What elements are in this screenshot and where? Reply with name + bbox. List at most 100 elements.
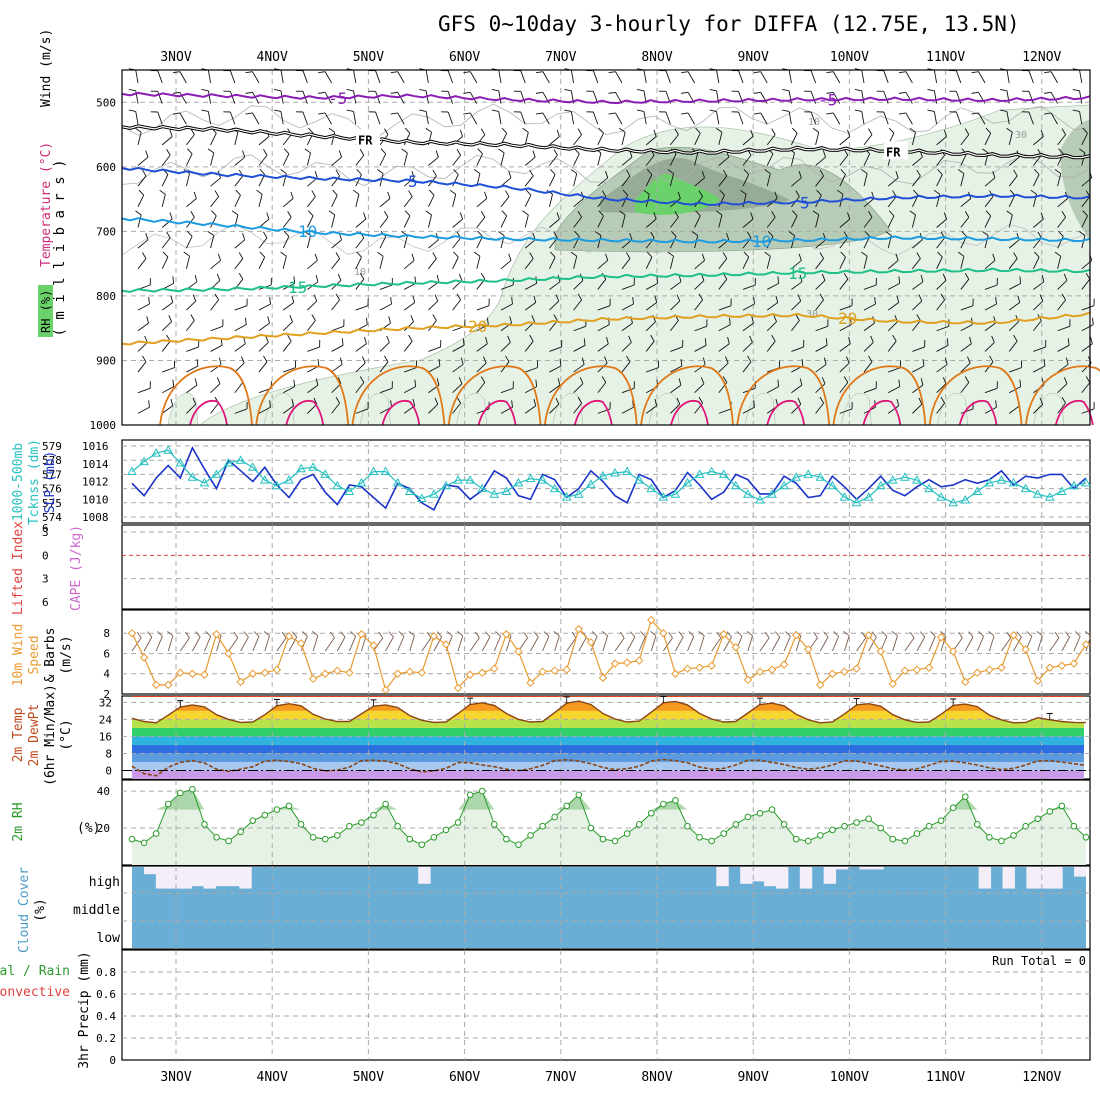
wind10-barb [204,636,212,652]
rh2-point [1082,833,1090,841]
thickness-point [211,469,222,478]
wind10-point [1033,676,1042,686]
wind-barb [597,132,604,146]
wind10-point [731,643,741,652]
wind-barb [161,256,169,269]
wind-barb [307,384,319,394]
wind-barb [161,340,171,352]
wind-barb-feather [812,210,820,216]
wind-barb [179,71,187,84]
wind-barb-feather [916,169,921,177]
cloud-gap [871,867,884,870]
thickness-point [549,483,560,493]
wind-barb [469,71,478,84]
temperature-color-bands [132,696,1086,779]
wind-barb-feather [1006,127,1013,133]
wind10-barb [397,636,405,652]
wind-barb [137,175,147,187]
wind-barb-feather [436,378,440,386]
wind10-barb [348,636,357,652]
wind-barb [520,91,526,104]
wind-barb-feather [414,276,417,284]
wind-barb [887,405,899,414]
wind-barb [615,71,623,84]
wind-barb-feather [529,252,534,259]
wind10-barb-feather [388,631,394,638]
wind-barb-feather [1041,274,1045,282]
thickness-point [441,480,451,490]
boundary-layer-contours [159,365,1100,426]
wind-barb [302,111,308,125]
wind-barb [984,132,992,146]
wind-barb-feather [798,253,802,261]
rh2-point [346,822,353,830]
wind-barb [425,111,429,125]
thickness-point [235,455,246,464]
wind-barb-feather [1092,317,1094,325]
wind10-barb-feather [263,631,270,637]
wind-barb [839,362,850,373]
wind-barb-feather [1082,127,1088,134]
temp2-tick-label: 32 [99,696,112,709]
isotherm-25 [447,365,542,426]
wind-barb-feather [556,129,560,137]
wind-barb-feather [313,397,318,405]
wind-barb [210,260,221,270]
label-wind10-line: & Barbs [43,628,58,683]
wind10-barb-feather [668,631,673,639]
wind-barb-feather [384,355,389,363]
wind-barb [621,132,626,145]
wind-barb-feather [148,297,150,305]
wind-barb [355,174,362,187]
wind-barb-feather [961,231,967,237]
wind10-line [131,618,1087,692]
wind-barb-feather [522,210,529,216]
cloud-level-label: middle [73,903,120,918]
wind-barb [742,256,750,269]
wind-barb-feather [553,149,558,156]
wind-barb-feather [819,293,824,301]
wind10-barb [385,636,394,652]
wind-barb-feather [432,314,437,321]
wind10-point [1057,661,1067,670]
wind-barb [670,216,679,228]
wind-barb [524,194,532,208]
wind-barb [573,280,584,290]
wind-barb-feather [194,378,198,386]
wind-barb [645,282,658,290]
wind-barb [573,299,582,311]
wind-barb-feather [480,128,486,135]
wind-barb [960,408,974,414]
wind-barb-feather [799,378,803,386]
thickness-point [284,475,294,484]
wind-barb-feather [511,297,513,305]
wind-barb [573,402,582,414]
wind10-barb-feather [253,631,260,637]
wind-barb-feather [366,317,368,325]
wind-barb-feather [245,317,247,325]
thickness-point [924,483,934,493]
wind-barb [476,343,488,352]
wind-barb [542,71,550,84]
thickness-point [803,469,814,478]
wind-barb-feather [245,71,253,74]
rh2-point [635,821,643,828]
wind-barb-feather [1067,338,1070,346]
wind-barb-feather [142,355,147,363]
wind-barb-feather [751,316,754,324]
wind-barb [839,155,849,166]
wind-barb [694,152,699,166]
precip-tick-label: 0.6 [96,988,116,1001]
wind-barb-feather [1054,251,1062,257]
wind-barb-feather [356,169,362,175]
wind-barb-feather [740,189,747,195]
wind10-barb-feather [833,631,839,637]
wind-barb [403,321,414,332]
wind-barb-feather [995,297,997,305]
wind-barb [815,383,826,394]
wind-barb-feather [238,252,244,259]
wind-barb-feather [505,355,510,363]
wind-barb-feather [1058,231,1064,237]
wind-barb-feather [533,398,537,406]
wind-barb [331,194,338,208]
